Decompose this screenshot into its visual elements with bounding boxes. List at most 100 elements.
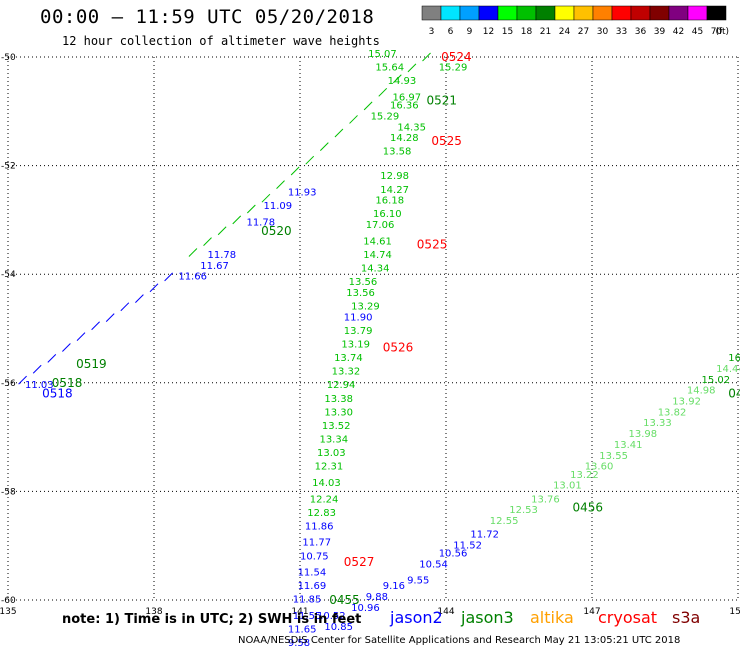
swh-label: 11.65 <box>288 625 317 636</box>
swh-label: 14.03 <box>312 478 341 489</box>
swh-label: 11.54 <box>298 568 327 579</box>
colorbar-tick-label: 24 <box>559 27 571 37</box>
track-point <box>120 302 130 312</box>
swh-label: 13.82 <box>658 407 687 418</box>
swh-label: 11.09 <box>264 201 293 212</box>
swh-label: 13.74 <box>334 353 363 364</box>
swh-label: 13.55 <box>599 451 628 462</box>
track-point <box>349 115 358 124</box>
swh-label: 14.34 <box>361 263 390 274</box>
satellite-jason2: jason2 <box>390 608 443 627</box>
swh-label: 11.55 <box>293 611 322 622</box>
colorbar-tick-label: 45 <box>692 27 703 37</box>
colorbar-tick-label: 70 <box>711 27 723 37</box>
swh-label: 11.86 <box>305 521 334 532</box>
swh-label: 14.44 <box>716 364 740 375</box>
swh-label: 13.34 <box>319 435 348 446</box>
colorbar-tick-label: 36 <box>635 27 647 37</box>
track-point <box>76 332 86 341</box>
y-tick-label: -50 <box>1 53 16 63</box>
swh-label: 13.22 <box>570 470 599 481</box>
swh-label: 10.52 <box>317 611 346 622</box>
swh-label: 15.29 <box>371 111 400 122</box>
swh-label: 10.75 <box>300 551 329 562</box>
time-label: 0456 <box>573 501 604 515</box>
track-point <box>232 215 242 225</box>
swh-label: 16.36 <box>390 101 419 112</box>
swh-label: 10.54 <box>419 559 448 570</box>
swh-label: 10.85 <box>324 622 353 633</box>
track-point <box>363 101 373 111</box>
swh-label: 14.93 <box>388 76 417 87</box>
swh-label: 13.33 <box>643 418 672 429</box>
swh-label: 9.58 <box>288 638 310 649</box>
swh-label: 11.69 <box>298 581 327 592</box>
track-point <box>392 74 402 84</box>
time-label: 0518 <box>42 387 73 401</box>
swh-label: 15.07 <box>368 49 397 60</box>
swh-label: 15.29 <box>439 63 468 74</box>
swh-label: 13.03 <box>317 448 346 459</box>
colorbar-tick-label: 39 <box>654 27 666 37</box>
x-tick-label: 144 <box>437 607 454 617</box>
colorbar-swatch <box>706 5 727 21</box>
swh-label: 13.56 <box>349 277 378 288</box>
x-tick-label: 138 <box>145 607 162 617</box>
time-label: 0520 <box>261 224 292 238</box>
swh-label: 14.35 <box>397 122 426 133</box>
swh-label: 13.01 <box>553 481 582 492</box>
track-point <box>164 272 173 282</box>
colorbar-tick-label: 33 <box>616 27 627 37</box>
swh-label: 13.19 <box>341 340 370 351</box>
y-tick-label: -54 <box>1 270 16 280</box>
track-point <box>47 354 57 363</box>
credit-line: NOAA/NESDIS Center for Satellite Applica… <box>238 635 681 646</box>
grid-lines <box>7 56 739 601</box>
swh-label: 15.64 <box>375 63 404 74</box>
track-point <box>246 204 256 214</box>
y-tick-label: -52 <box>1 162 16 172</box>
satellite-altika: altika <box>530 608 574 627</box>
swh-label: 11.78 <box>246 217 275 228</box>
swh-label: 16.18 <box>375 196 404 207</box>
swh-label: 11.67 <box>200 261 229 272</box>
swh-label: 16.97 <box>392 92 421 103</box>
track-point <box>32 364 42 374</box>
y-tick-label: -56 <box>1 379 16 389</box>
x-tick-label: 141 <box>291 607 308 617</box>
swh-label: 12.94 <box>327 380 356 391</box>
swh-label: 13.76 <box>531 494 560 505</box>
swh-label: 10.96 <box>351 603 380 614</box>
swh-label: 14.28 <box>390 133 419 144</box>
x-tick-label: 147 <box>583 607 600 617</box>
colorbar-tick-label: 12 <box>483 27 494 37</box>
swh-label: 17.06 <box>366 220 395 231</box>
satellite-jason3: jason3 <box>461 608 514 627</box>
axis-ticks: 135 138 141 144 147 150 -50 -52 -54 -56 -58 -60 <box>0 53 740 617</box>
swh-label: 13.56 <box>346 288 375 299</box>
swh-label: 11.03 <box>25 380 54 391</box>
track-point <box>261 193 271 203</box>
swh-label: 9.55 <box>407 576 429 587</box>
colorbar-tick-label: 30 <box>597 27 609 37</box>
colorbar-tick-label: 18 <box>521 27 533 37</box>
colorbar-legend: 3 6 9 12 15 18 21 24 27 30 33 36 39 42 45 70(ft) <box>421 5 729 37</box>
time-label: 0519 <box>76 357 107 371</box>
swh-labels: 15.0715.2915.6414.9316.9716.3615.2914.35… <box>25 49 740 649</box>
time-label: 0455 <box>329 593 360 607</box>
track-point <box>422 52 431 62</box>
track-point <box>91 321 100 331</box>
swh-label: 12.53 <box>509 505 538 516</box>
y-tick-label: -58 <box>1 487 16 497</box>
colorbar-tick-label: 9 <box>467 27 473 37</box>
colorbar-tick-label: 3 <box>429 27 435 37</box>
swh-label: 10.56 <box>439 549 468 560</box>
swh-label: 12.98 <box>380 171 409 182</box>
y-tick-label: -60 <box>1 596 16 606</box>
time-label: 0525 <box>431 134 462 148</box>
track-point <box>378 87 388 97</box>
swh-label: 13.38 <box>324 394 353 405</box>
colorbar-tick-label: 15 <box>502 27 513 37</box>
